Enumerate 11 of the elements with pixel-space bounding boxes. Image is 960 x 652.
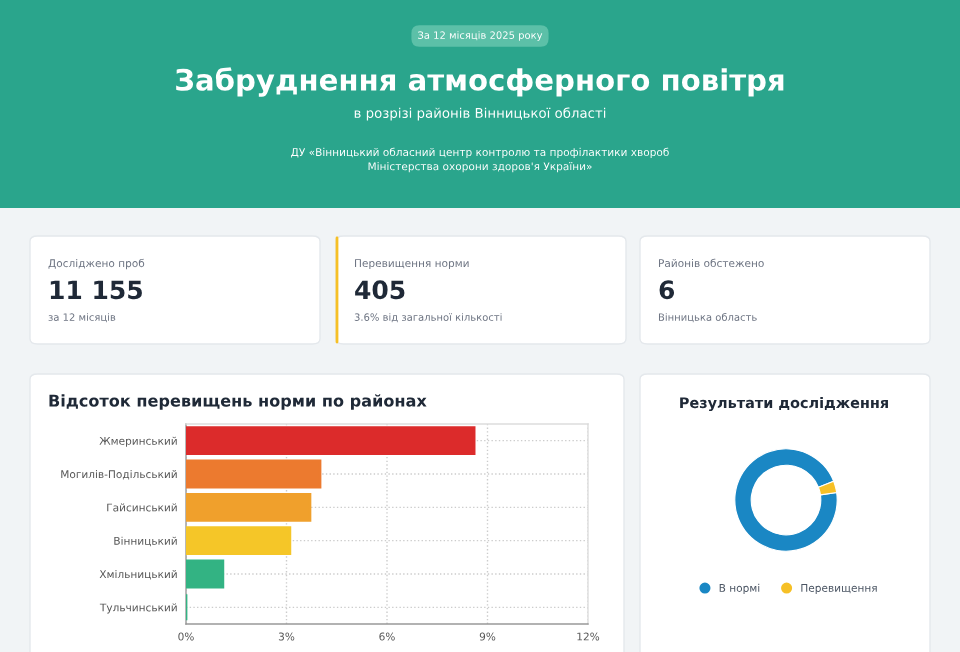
chart-title: Відсоток перевищень норми по районах: [49, 394, 427, 410]
text: 405: [355, 280, 405, 300]
donut-slice: [734, 448, 838, 552]
text: Забруднення атмосферного повітря: [176, 67, 784, 97]
bar: [186, 559, 225, 589]
bar: [186, 492, 312, 522]
bar: [186, 426, 476, 456]
bar: [186, 526, 292, 556]
text: 6: [659, 280, 675, 300]
bar: [186, 459, 322, 489]
text: 11 155: [50, 280, 142, 300]
